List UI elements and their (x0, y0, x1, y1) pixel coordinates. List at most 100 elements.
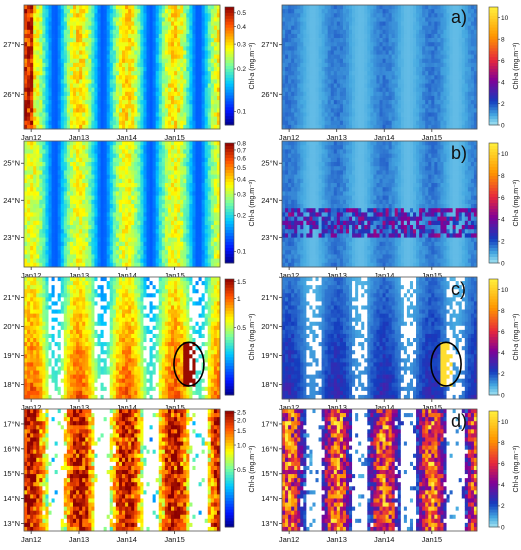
panel-right-4: Jan12 Jan13 Jan14 Jan15 13°N 14°N 15°N 16°N 17°N… (261, 408, 520, 544)
colorbar: 0.5 1 1.5 Chl-a (mg.m⁻³) (224, 278, 256, 396)
colorbar-tick-label: 4 (501, 482, 505, 489)
x-tick-label: Jan14 (117, 403, 137, 412)
panel-left-2: Jan12 Jan13 Jan14 Jan1523°N24°N25°N0.10.20.… (3, 140, 256, 280)
plot-frame (281, 276, 478, 400)
x-tick-label: Jan15 (422, 535, 442, 544)
colorbar-tick-label: 10 (501, 419, 509, 426)
x-tick-label: Jan14 (374, 133, 394, 142)
colorbar-tick-label: 6 (501, 461, 505, 468)
y-tick-label: 18°N (3, 380, 20, 389)
colorbar: 0.1 0.2 0.3 0.4 0.5 0.60.70.8 Chl-a (mg.m⁻³) (224, 140, 256, 264)
colorbar: 0.5 1.0 1.5 2.02.5 Chl-a (mg.m⁻³) (224, 410, 256, 528)
colorbar-tick-label: 0.3 (237, 41, 246, 48)
colorbar-tick-label: 4 (501, 217, 505, 224)
x-tick-label: Jan13 (69, 403, 89, 412)
x-tick-label: Jan12 (279, 535, 299, 544)
x-tick-label: Jan12 (21, 271, 41, 280)
colorbar-tick-label: 0.5 (237, 165, 246, 172)
colorbar-label: Chl-a (mg.m⁻³) (249, 314, 256, 361)
colorbar-tick-label: 4 (501, 350, 505, 357)
colorbar-tick-label: 0.8 (237, 140, 246, 147)
y-tick-label: 24°N (261, 196, 278, 205)
y-tick-label: 16°N (261, 444, 278, 453)
x-tick-label: Jan14 (117, 271, 137, 280)
x-tick-label: Jan12 (279, 403, 299, 412)
x-tick-label: Jan12 (279, 133, 299, 142)
plot-frame (23, 276, 221, 400)
panel-left-4: Jan12 Jan13 Jan14 Jan15 13°N 14°N 15°N 16°N 17°N… (3, 408, 256, 544)
x-tick-label: Jan13 (326, 403, 346, 412)
y-tick-label: 24°N (3, 196, 20, 205)
colorbar-tick-label: 6 (501, 58, 505, 65)
colorbar-tick-label: 0.5 (237, 10, 246, 17)
plot-frame (23, 408, 221, 532)
y-tick-label: 27°N (261, 40, 278, 49)
x-tick-label: Jan13 (69, 271, 89, 280)
y-tick-label: 16°N (3, 444, 20, 453)
colorbar-tick-label: 1.5 (237, 279, 246, 286)
y-tick-label: 15°N (261, 469, 278, 478)
y-tick-label: 17°N (3, 419, 20, 428)
colorbar-tick-label: 10 (501, 15, 509, 22)
y-tick-label: 14°N (3, 494, 20, 503)
plot-frame (23, 140, 221, 268)
x-tick-label: Jan12 (279, 271, 299, 280)
colorbar-tick-label: 8 (501, 36, 505, 43)
x-tick-label: Jan15 (164, 271, 184, 280)
y-tick-label: 13°N (261, 519, 278, 528)
colorbar-tick-label: 0 (501, 122, 505, 129)
colorbar-tick-label: 0.3 (237, 191, 246, 198)
panel-left-3: Jan12 Jan13 Jan14 Jan15 18°N 19°N 20°N 21°N 0.5 1… (3, 276, 256, 412)
y-tick-label: 25°N (261, 159, 278, 168)
panel-right-2: Jan12 Jan13 Jan14 Jan15 23°N 24°N 25°N 0 2 4 6 8 10 C… (261, 140, 520, 280)
x-tick-label: Jan12 (21, 133, 41, 142)
panel-letter: a) (451, 7, 467, 27)
x-tick-label: Jan15 (422, 403, 442, 412)
x-tick-label: Jan12 (21, 535, 41, 544)
colorbar: 0 2 4 6 8 10 Chl-a (mg.m⁻³) (488, 6, 520, 129)
y-tick-label: 13°N (3, 519, 20, 528)
colorbar-tick-label: 1 (237, 296, 241, 303)
panel-right-3: Jan12 Jan13 Jan14 Jan15 18°N 19°N 20°N 21°N 0 2 4 6… (261, 276, 520, 412)
colorbar-tick-label: 10 (501, 287, 509, 294)
x-tick-label: Jan14 (374, 403, 394, 412)
colorbar-tick-label: 0.2 (237, 213, 246, 220)
x-tick-label: Jan14 (374, 535, 394, 544)
y-tick-label: 26°N (261, 90, 278, 99)
x-tick-label: Jan13 (69, 535, 89, 544)
colorbar-tick-label: 2.0 (237, 418, 246, 425)
colorbar: 0 2 4 6 8 10 Chl-a (mg.m⁻³) (488, 278, 520, 399)
x-tick-label: Jan13 (326, 271, 346, 280)
y-tick-label: 23°N (261, 233, 278, 242)
x-tick-label: Jan15 (422, 133, 442, 142)
x-tick-label: Jan13 (69, 133, 89, 142)
colorbar-tick-label: 0 (501, 392, 505, 399)
x-tick-label: Jan14 (117, 535, 137, 544)
panel-left-1: Jan12 Jan13 Jan14 Jan15 26°N 27°N 0.1 0.2 0.3 0.4… (3, 4, 256, 142)
colorbar-label: Chl-a (mg.m⁻³) (249, 446, 256, 493)
colorbar-label: Chl-a (mg.m⁻³) (249, 180, 256, 227)
y-tick-label: 19°N (3, 351, 20, 360)
colorbar-tick-label: 2 (501, 238, 505, 245)
colorbar-tick-label: 10 (501, 151, 509, 158)
colorbar-tick-label: 8 (501, 440, 505, 447)
colorbar-tick-label: 0.4 (237, 24, 246, 31)
annotation-ellipse (430, 341, 462, 387)
colorbar-label: Chl-a (mg.m⁻³) (513, 314, 520, 361)
x-tick-label: Jan14 (374, 271, 394, 280)
colorbar-tick-label: 0.6 (237, 155, 246, 162)
colorbar: 0 2 4 6 8 10 Chl-a (mg.m⁻³) (488, 410, 520, 531)
y-tick-label: 26°N (3, 90, 20, 99)
colorbar-tick-label: 0.1 (237, 249, 246, 256)
y-tick-label: 18°N (261, 380, 278, 389)
colorbar-label: Chl-a (mg.m⁻³) (249, 43, 256, 90)
colorbar-tick-label: 0.7 (237, 147, 246, 154)
colorbar-tick-label: 6 (501, 195, 505, 202)
panel-letter: b) (451, 143, 467, 163)
colorbar-label: Chl-a (mg.m⁻³) (513, 43, 520, 90)
x-tick-label: Jan15 (164, 403, 184, 412)
colorbar-label: Chl-a (mg.m⁻³) (513, 446, 520, 493)
plot-frame (281, 140, 478, 268)
colorbar-tick-label: 2 (501, 101, 505, 108)
